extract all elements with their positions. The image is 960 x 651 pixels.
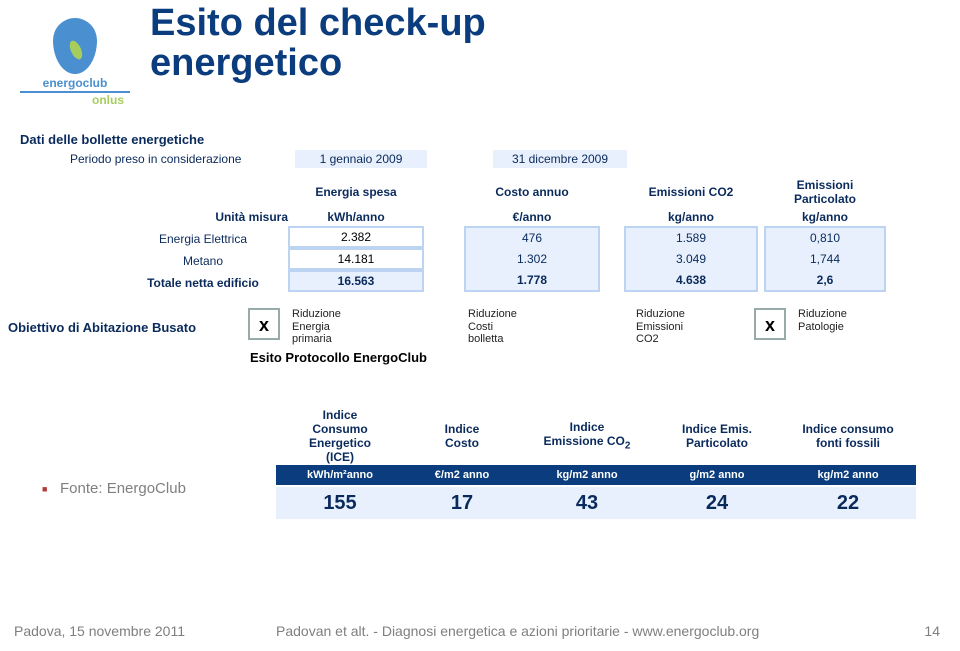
row1-label: Metano (118, 248, 288, 270)
title-line1: Esito del check-up (150, 2, 486, 44)
unit-part: kg/anno (764, 208, 886, 226)
logo-sub: onlus (20, 91, 130, 107)
obj2-l2: Emissioni (636, 321, 683, 333)
energy-unit-row: Unità misura kWh/anno €/anno kg/anno kg/… (118, 208, 886, 226)
obj3-l2: Patologie (798, 321, 844, 333)
unit-energia: kWh/anno (288, 208, 424, 226)
total-energia: 16.563 (288, 270, 424, 292)
obj1-l2: Costi (468, 321, 493, 333)
obj1-l3: bolletta (468, 333, 503, 345)
idx-v0: 155 (276, 485, 404, 519)
obj2-l1: Riduzione (636, 308, 685, 320)
idx-u0: kWh/m²anno (276, 465, 404, 485)
energy-row-elettrica: Energia Elettrica 2.382 476 1.589 0,810 (118, 226, 886, 248)
obj0-l3: primaria (292, 333, 332, 345)
footer-mid: Padovan et alt. - Diagnosi energetica e … (276, 623, 759, 639)
unit-costo: €/anno (464, 208, 600, 226)
idx-h2: IndiceEmissione CO2 (520, 407, 654, 465)
energy-row-total: Totale netta edificio 16.563 1.778 4.638… (118, 270, 886, 292)
logo-drop-icon (53, 18, 97, 74)
row0-co2: 1.589 (624, 226, 758, 248)
idx-v3: 24 (654, 485, 780, 519)
idx-v2: 43 (520, 485, 654, 519)
hdr-energia: Energia spesa (288, 176, 424, 208)
indices-header-row: IndiceConsumoEnergetico(ICE) IndiceCosto… (276, 407, 916, 465)
hdr-part: Emissioni Particolato (764, 176, 886, 208)
indices-unit-row: kWh/m²anno €/m2 anno kg/m2 anno g/m2 ann… (276, 465, 916, 485)
idx-h4: Indice consumofonti fossili (780, 407, 916, 465)
obj1-l1: Riduzione (468, 308, 517, 320)
obj3-l1: Riduzione (798, 308, 847, 320)
obj-label-2: Riduzione Emissioni CO2 (636, 308, 736, 346)
total-part: 2,6 (764, 270, 886, 292)
row0-energia: 2.382 (288, 226, 424, 248)
energy-table: Energia spesa Costo annuo Emissioni CO2 … (118, 176, 886, 292)
obj0-l1: Riduzione (292, 308, 341, 320)
row1-energia: 14.181 (288, 248, 424, 270)
esito-label: Esito Protocollo EnergoClub (250, 350, 427, 365)
idx-v4: 22 (780, 485, 916, 519)
total-costo: 1.778 (464, 270, 600, 292)
unit-co2: kg/anno (624, 208, 758, 226)
obj0-l2: Energia (292, 321, 330, 333)
idx-h3: Indice Emis.Particolato (654, 407, 780, 465)
period-end: 31 dicembre 2009 (493, 150, 627, 168)
footer-left: Padova, 15 novembre 2011 (14, 623, 185, 639)
idx-u4: kg/m2 anno (780, 465, 916, 485)
footer-page: 14 (924, 623, 940, 639)
title-line2: energetico (150, 42, 342, 84)
logo-name: energoclub (20, 76, 130, 90)
hdr-part-l2: Particolato (794, 192, 856, 206)
idx-u1: €/m2 anno (404, 465, 520, 485)
hdr-co2: Emissioni CO2 (624, 176, 758, 208)
obj2-l3: CO2 (636, 333, 659, 345)
obj-label-3: Riduzione Patologie (798, 308, 898, 333)
period-label: Periodo preso in considerazione (70, 152, 241, 166)
unit-label: Unità misura (118, 208, 288, 226)
row0-part: 0,810 (764, 226, 886, 248)
indices-table: IndiceConsumoEnergetico(ICE) IndiceCosto… (276, 407, 916, 519)
energy-row-metano: Metano 14.181 1.302 3.049 1,744 (118, 248, 886, 270)
row0-label: Energia Elettrica (118, 226, 288, 248)
total-co2: 4.638 (624, 270, 758, 292)
total-label: Totale netta edificio (118, 270, 288, 292)
row1-costo: 1.302 (464, 248, 600, 270)
energy-header-row: Energia spesa Costo annuo Emissioni CO2 … (118, 176, 886, 208)
obj-label-0: Riduzione Energia primaria (292, 308, 392, 346)
hdr-part-l1: Emissioni (797, 178, 854, 192)
idx-h1: IndiceCosto (404, 407, 520, 465)
row0-costo: 476 (464, 226, 600, 248)
section-data-header: Dati delle bollette energetiche (20, 132, 204, 147)
obj-check-0[interactable]: x (248, 308, 280, 340)
logo: energoclub onlus (20, 18, 130, 110)
row1-part: 1,744 (764, 248, 886, 270)
idx-u2: kg/m2 anno (520, 465, 654, 485)
indices-value-row: 155 17 43 24 22 (276, 485, 916, 519)
row1-co2: 3.049 (624, 248, 758, 270)
idx-v1: 17 (404, 485, 520, 519)
obj-label-1: Riduzione Costi bolletta (468, 308, 568, 346)
idx-h0: IndiceConsumoEnergetico(ICE) (276, 407, 404, 465)
obj-check-1[interactable] (438, 308, 470, 340)
objective-label: Obiettivo di Abitazione Busato (8, 320, 196, 335)
obj-check-3[interactable]: x (754, 308, 786, 340)
fonte-label: Fonte: EnergoClub (60, 480, 186, 497)
period-start: 1 gennaio 2009 (295, 150, 427, 168)
page-title: Esito del check-up energetico (150, 4, 486, 84)
idx-u3: g/m2 anno (654, 465, 780, 485)
hdr-costo: Costo annuo (464, 176, 600, 208)
